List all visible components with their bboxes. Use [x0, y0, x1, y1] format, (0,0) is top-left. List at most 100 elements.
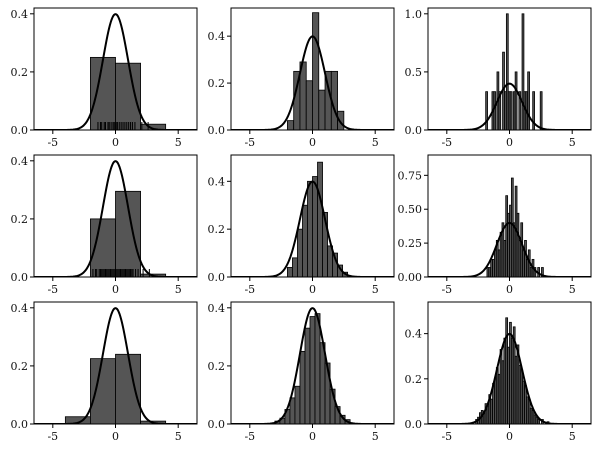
- histogram-bar: [317, 161, 323, 277]
- x-tick-label: -5: [441, 430, 452, 443]
- histogram-bar: [493, 91, 497, 130]
- panel-row1-col1: -5 0 5 0.0 0.2 0.4: [11, 7, 198, 149]
- panel-row1-col2: -5 0 5 0.0 0.2 0.4: [208, 7, 395, 149]
- x-tick-label: 5: [175, 283, 182, 296]
- y-tick-label: 0.4: [11, 155, 29, 168]
- y-tick-label: 0.4: [405, 328, 423, 341]
- histogram-bar: [312, 12, 320, 130]
- histogram-bar: [307, 180, 313, 277]
- x-tick-label: 5: [569, 283, 576, 296]
- y-tick-label: 0.0: [208, 418, 226, 431]
- histogram-bar: [287, 267, 293, 277]
- x-tick-label: -5: [244, 283, 255, 296]
- y-tick-label: 0.00: [398, 271, 423, 284]
- histogram-bar: [314, 313, 321, 424]
- histogram-bar: [322, 212, 328, 277]
- histogram-bar: [299, 350, 306, 424]
- x-tick-label: -5: [244, 430, 255, 443]
- y-tick-label: 0.4: [11, 8, 29, 21]
- x-tick-label: 5: [175, 136, 182, 149]
- histogram-bar: [527, 71, 530, 130]
- normal-pdf-curve: [428, 82, 591, 130]
- x-tick-label: 0: [506, 136, 513, 149]
- y-tick-label: 0.2: [208, 77, 226, 90]
- plot-area: [34, 160, 197, 277]
- x-tick-label: -5: [441, 136, 452, 149]
- histogram-bar: [115, 353, 141, 424]
- x-tick-label: 5: [372, 430, 379, 443]
- histogram-bar: [541, 267, 544, 277]
- histogram-bar: [294, 385, 301, 424]
- plot-area: [231, 12, 394, 130]
- y-tick-label: 0.4: [208, 30, 226, 43]
- histogram-bar: [514, 71, 518, 130]
- y-tick-label: 0.2: [208, 223, 226, 236]
- x-tick-label: 0: [112, 430, 119, 443]
- histogram-bar: [297, 228, 303, 277]
- y-tick-label: 0.2: [11, 213, 29, 226]
- y-tick-label: 0.0: [11, 271, 29, 284]
- histogram-bar: [505, 13, 509, 130]
- histogram-bar: [90, 56, 116, 130]
- y-tick-label: 0.0: [405, 418, 423, 431]
- histogram-bar: [498, 91, 502, 130]
- histogram-bar: [509, 91, 513, 130]
- histogram-bar: [537, 419, 540, 424]
- x-tick-label: 0: [309, 283, 316, 296]
- y-tick-label: 0.0: [208, 124, 226, 137]
- x-tick-label: 5: [569, 136, 576, 149]
- y-tick-label: 0.4: [11, 302, 29, 315]
- y-tick-label: 0.4: [208, 302, 226, 315]
- x-tick-label: -5: [47, 283, 58, 296]
- histogram-bar: [140, 123, 167, 130]
- y-tick-label: 0.2: [405, 373, 423, 386]
- y-tick-label: 0.75: [398, 169, 423, 182]
- plot-area: [428, 177, 591, 277]
- histogram-bar: [521, 13, 525, 130]
- x-tick-label: 5: [175, 430, 182, 443]
- y-tick-label: 0.0: [208, 271, 226, 284]
- histogram-bar: [532, 91, 535, 130]
- histogram-bar: [292, 257, 298, 277]
- y-tick-label: 0.2: [11, 66, 29, 79]
- histogram-bar: [318, 89, 326, 130]
- y-tick-label: 0.0: [11, 418, 29, 431]
- x-tick-label: 0: [309, 430, 316, 443]
- histogram-bar: [305, 80, 313, 130]
- y-tick-label: 0.0: [11, 124, 29, 137]
- histogram-bar: [304, 327, 311, 424]
- histogram-bar: [302, 204, 308, 277]
- x-tick-label: 0: [506, 283, 513, 296]
- plot-area: [428, 13, 591, 130]
- x-tick-label: 0: [309, 136, 316, 149]
- plot-area: [34, 307, 197, 424]
- panel-row1-col3: -5 0 5 0.0 0.5 1.0: [405, 7, 592, 149]
- panel-row2-col3: -5 0 5 0.00 0.25 0.50 0.75: [398, 154, 592, 296]
- panel-row3-col2: -5 0 5 0.0 0.2 0.4: [208, 301, 395, 443]
- histogram-bar: [287, 120, 295, 130]
- histogram-bar: [485, 91, 488, 130]
- x-tick-label: -5: [244, 136, 255, 149]
- plot-area: [428, 317, 591, 424]
- x-tick-label: -5: [47, 136, 58, 149]
- x-tick-label: -5: [47, 430, 58, 443]
- plot-area: [231, 307, 394, 424]
- histogram-bar: [539, 91, 543, 130]
- x-tick-label: -5: [441, 283, 452, 296]
- y-tick-label: 0.4: [208, 175, 226, 188]
- plot-area: [231, 161, 394, 277]
- plot-area: [34, 13, 197, 130]
- histogram-bar: [312, 176, 318, 277]
- y-tick-label: 0.2: [11, 360, 29, 373]
- panel-row2-col1: -5 0 5 0.0 0.2 0.4: [11, 154, 198, 296]
- x-tick-label: 0: [112, 136, 119, 149]
- histogram-bar: [309, 316, 316, 424]
- y-tick-label: 0.0: [405, 124, 423, 137]
- x-tick-label: 5: [372, 283, 379, 296]
- x-tick-label: 0: [112, 283, 119, 296]
- histogram-bar: [337, 110, 345, 130]
- y-tick-label: 0.2: [208, 360, 226, 373]
- y-tick-label: 0.50: [398, 203, 423, 216]
- histogram-bar: [115, 62, 141, 130]
